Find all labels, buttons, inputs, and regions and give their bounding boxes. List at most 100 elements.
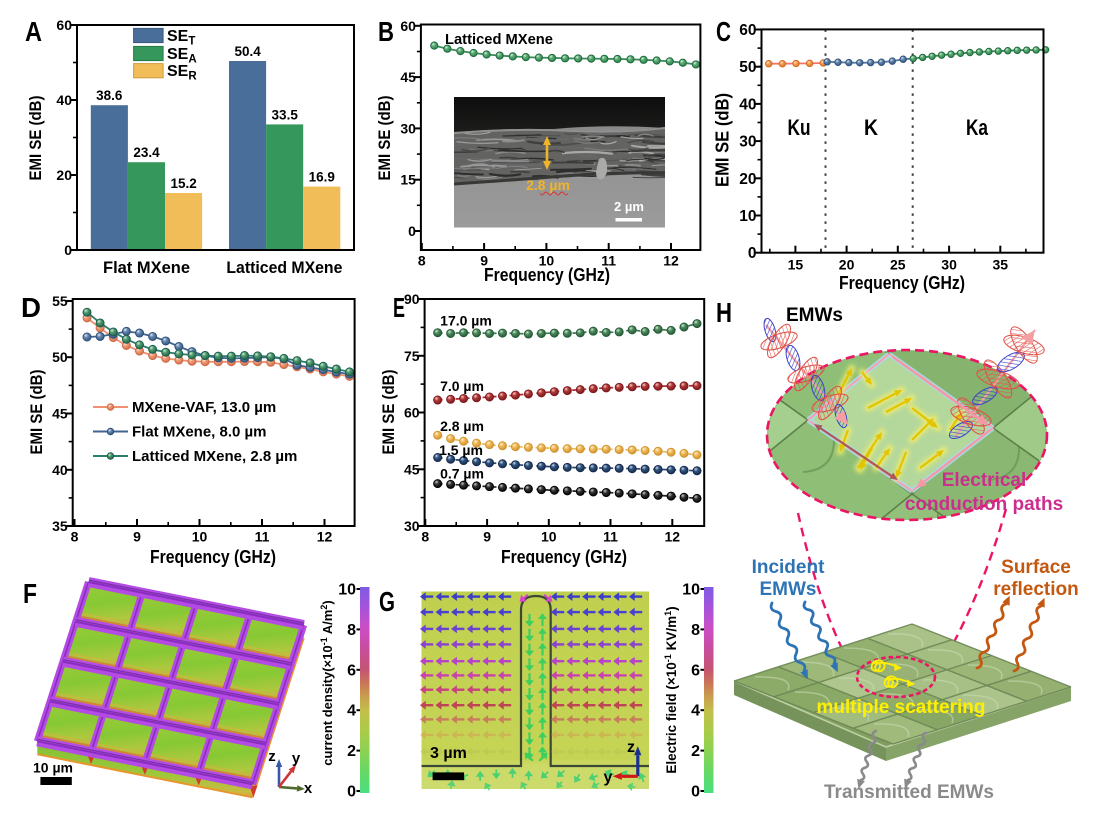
svg-text:6: 6 [347, 662, 356, 679]
svg-text:45: 45 [404, 461, 420, 477]
svg-text:75: 75 [404, 348, 420, 364]
svg-text:F: F [23, 578, 37, 609]
svg-text:SER: SER [167, 63, 197, 83]
svg-text:A: A [25, 16, 42, 47]
svg-text:Surface: Surface [1001, 557, 1071, 578]
svg-text:EMWs: EMWs [760, 579, 817, 600]
svg-text:45: 45 [400, 69, 416, 85]
svg-text:0: 0 [408, 223, 416, 239]
svg-text:11: 11 [255, 529, 270, 545]
svg-text:Latticed MXene: Latticed MXene [226, 258, 342, 277]
svg-text:EMI SE (dB): EMI SE (dB) [375, 96, 394, 181]
svg-text:50.4: 50.4 [234, 44, 261, 59]
svg-text:Electric field (×10-1 KV/m1): Electric field (×10-1 KV/m1) [663, 606, 679, 773]
svg-text:17.0 µm: 17.0 µm [440, 312, 492, 328]
svg-text:multiple scattering: multiple scattering [817, 697, 986, 718]
svg-text:EMWs: EMWs [786, 305, 843, 326]
svg-text:Latticed MXene: Latticed MXene [445, 31, 553, 48]
svg-text:EMI SE (dB): EMI SE (dB) [379, 370, 398, 455]
svg-text:z: z [627, 739, 635, 756]
svg-text:reflection: reflection [993, 579, 1079, 600]
svg-text:H: H [716, 297, 732, 328]
svg-text:D: D [21, 292, 41, 323]
svg-text:15: 15 [788, 257, 804, 273]
svg-text:Flat MXene: Flat MXene [103, 258, 190, 277]
svg-text:10: 10 [541, 529, 557, 545]
svg-text:MXene-VAF, 13.0 µm: MXene-VAF, 13.0 µm [132, 399, 276, 416]
svg-text:9: 9 [480, 253, 488, 269]
svg-text:4: 4 [691, 703, 700, 720]
svg-text:25: 25 [890, 257, 906, 273]
svg-text:Frequency (GHz): Frequency (GHz) [839, 273, 965, 293]
svg-text:SET: SET [167, 28, 195, 48]
svg-text:1.5 µm: 1.5 µm [439, 442, 483, 458]
svg-text:10: 10 [739, 208, 756, 225]
svg-text:C: C [716, 16, 731, 47]
svg-text:8: 8 [347, 622, 356, 639]
svg-text:B: B [378, 16, 394, 47]
svg-text:40: 40 [56, 92, 72, 108]
svg-text:G: G [379, 586, 395, 617]
svg-text:Frequency (GHz): Frequency (GHz) [150, 547, 276, 567]
svg-text:55: 55 [52, 293, 68, 309]
svg-text:0: 0 [748, 245, 757, 262]
svg-text:20: 20 [56, 167, 72, 183]
svg-text:30: 30 [739, 134, 756, 151]
svg-text:z: z [268, 748, 276, 765]
svg-text:Latticed MXene, 2.8 µm: Latticed MXene, 2.8 µm [132, 448, 297, 465]
svg-text:3 µm: 3 µm [430, 745, 467, 762]
svg-text:Transmitted EMWs: Transmitted EMWs [824, 782, 994, 803]
svg-text:8: 8 [421, 529, 429, 545]
svg-text:Ka: Ka [966, 115, 989, 140]
svg-text:8: 8 [71, 529, 79, 545]
svg-text:10: 10 [682, 582, 700, 599]
svg-text:20: 20 [839, 257, 855, 273]
svg-text:10: 10 [192, 529, 208, 545]
svg-text:K: K [864, 115, 878, 140]
svg-text:10: 10 [338, 582, 356, 599]
svg-text:35: 35 [993, 257, 1009, 273]
svg-text:23.4: 23.4 [133, 145, 160, 160]
svg-text:0.7 µm: 0.7 µm [440, 466, 484, 482]
svg-text:50: 50 [739, 59, 756, 76]
svg-text:15: 15 [400, 172, 416, 188]
svg-text:4: 4 [347, 703, 356, 720]
svg-text:20: 20 [739, 171, 756, 188]
svg-text:EMI SE (dB): EMI SE (dB) [27, 370, 46, 455]
svg-text:35: 35 [52, 518, 68, 534]
svg-text:60: 60 [400, 18, 416, 34]
svg-text:9: 9 [133, 529, 141, 545]
svg-text:33.5: 33.5 [272, 107, 299, 122]
svg-text:Flat MXene, 8.0 µm: Flat MXene, 8.0 µm [132, 424, 267, 441]
svg-text:10: 10 [539, 253, 555, 269]
svg-text:Frequency (GHz): Frequency (GHz) [484, 265, 610, 285]
svg-text:x: x [304, 780, 313, 797]
svg-text:2.8 µm: 2.8 µm [526, 177, 570, 193]
svg-text:90: 90 [404, 291, 420, 307]
svg-text:0: 0 [691, 784, 700, 801]
svg-text:10 µm: 10 µm [33, 760, 73, 776]
svg-text:8: 8 [418, 253, 426, 269]
svg-text:Frequency (GHz): Frequency (GHz) [501, 547, 627, 567]
svg-text:current density(×10-1 A/m2): current density(×10-1 A/m2) [319, 600, 335, 765]
svg-text:11: 11 [603, 529, 618, 545]
svg-text:40: 40 [739, 96, 756, 113]
svg-text:2: 2 [347, 743, 356, 760]
svg-text:16.9: 16.9 [309, 170, 335, 185]
svg-text:Incident: Incident [752, 557, 826, 578]
svg-text:60: 60 [404, 405, 420, 421]
svg-text:2.8 µm: 2.8 µm [440, 418, 484, 434]
svg-text:12: 12 [665, 529, 681, 545]
svg-text:Electrical: Electrical [942, 470, 1027, 491]
svg-text:2: 2 [691, 743, 700, 760]
svg-text:45: 45 [52, 406, 68, 422]
svg-text:11: 11 [601, 253, 616, 269]
svg-text:2 µm: 2 µm [614, 199, 644, 214]
svg-text:0: 0 [347, 784, 356, 801]
svg-text:7.0 µm: 7.0 µm [440, 378, 484, 394]
svg-text:12: 12 [663, 253, 679, 269]
svg-text:y: y [292, 750, 301, 767]
svg-text:30: 30 [400, 120, 416, 136]
svg-text:EMI SE (dB): EMI SE (dB) [26, 96, 45, 181]
svg-text:15.2: 15.2 [170, 176, 196, 191]
